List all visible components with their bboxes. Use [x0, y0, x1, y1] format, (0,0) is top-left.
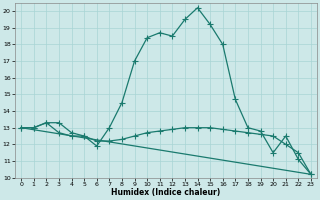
X-axis label: Humidex (Indice chaleur): Humidex (Indice chaleur) — [111, 188, 221, 197]
